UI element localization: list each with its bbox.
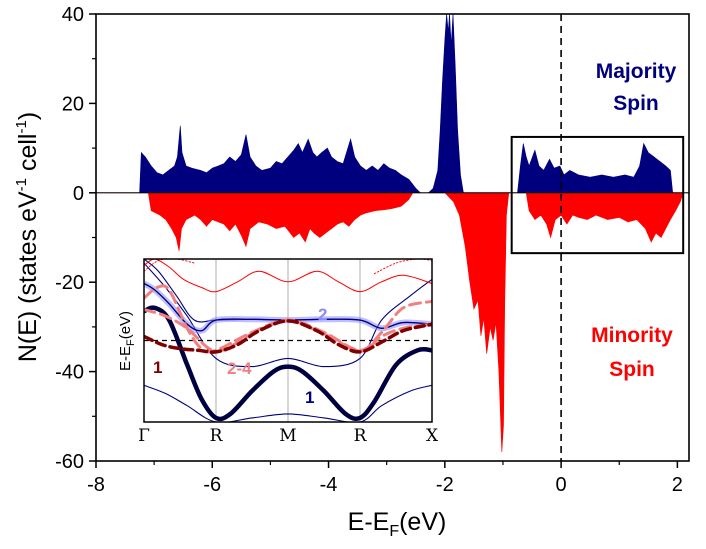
minority-label-line1: Minority	[591, 324, 673, 347]
dos-series-minority	[96, 192, 689, 453]
y-tick-label: -40	[55, 362, 84, 384]
inset-y-axis-title: E-EF(eV)	[117, 311, 137, 371]
y-tick-label: 40	[62, 4, 84, 26]
x-tick-label: -6	[203, 474, 221, 496]
x-axis-title: E-EF(eV)	[348, 508, 447, 540]
inset-frame	[143, 258, 433, 423]
majority-label-line1: Majority	[596, 60, 677, 83]
inset-band-10	[144, 319, 432, 354]
inset-k-label: R	[210, 426, 224, 446]
inset-band-7	[373, 259, 432, 275]
band-structure-inset: Γ R M R X E-EF(eV) 1 1 2 2-4	[117, 258, 439, 446]
inset-k-label: X	[426, 426, 439, 446]
inset-label-band1-dark: 1	[153, 358, 162, 377]
dos-series-majority	[96, 13, 689, 194]
y-tick-label: 20	[62, 93, 84, 115]
inset-k-label: R	[354, 426, 368, 446]
x-tick-label: 2	[672, 474, 683, 496]
y-axis-ticks: -60 -40 -20 0 20 40	[55, 4, 96, 473]
x-tick-label: -4	[320, 474, 338, 496]
x-tick-label: -8	[87, 474, 105, 496]
x-tick-label: 0	[556, 474, 567, 496]
x-tick-label: -2	[436, 474, 454, 496]
y-tick-label: -20	[55, 272, 84, 294]
inset-band-1	[144, 384, 432, 422]
y-tick-label: -60	[55, 451, 84, 473]
inset-label-band2: 2	[318, 305, 327, 324]
inset-k-label: Γ	[138, 426, 150, 446]
x-axis-ticks: -8 -6 -4 -2 0 2	[87, 461, 683, 496]
inset-label-band1-blue: 1	[305, 388, 314, 407]
inset-label-band24: 2-4	[227, 359, 252, 378]
inset-band-3	[144, 282, 432, 332]
y-tick-label: 0	[73, 183, 84, 205]
inset-band-0	[144, 262, 432, 368]
inset-k-label: M	[279, 426, 296, 446]
highlight-box	[510, 135, 685, 255]
inset-band-4	[144, 305, 432, 422]
minority-label-line2: Spin	[609, 358, 655, 381]
inset-band-5	[144, 259, 432, 293]
inset-band-6	[144, 259, 195, 272]
y-axis-title: N(E) (states eV-1 cell-1)	[13, 112, 42, 362]
inset-bands	[144, 259, 432, 422]
dos-fills	[96, 13, 689, 453]
majority-label-line2: Spin	[613, 92, 659, 115]
